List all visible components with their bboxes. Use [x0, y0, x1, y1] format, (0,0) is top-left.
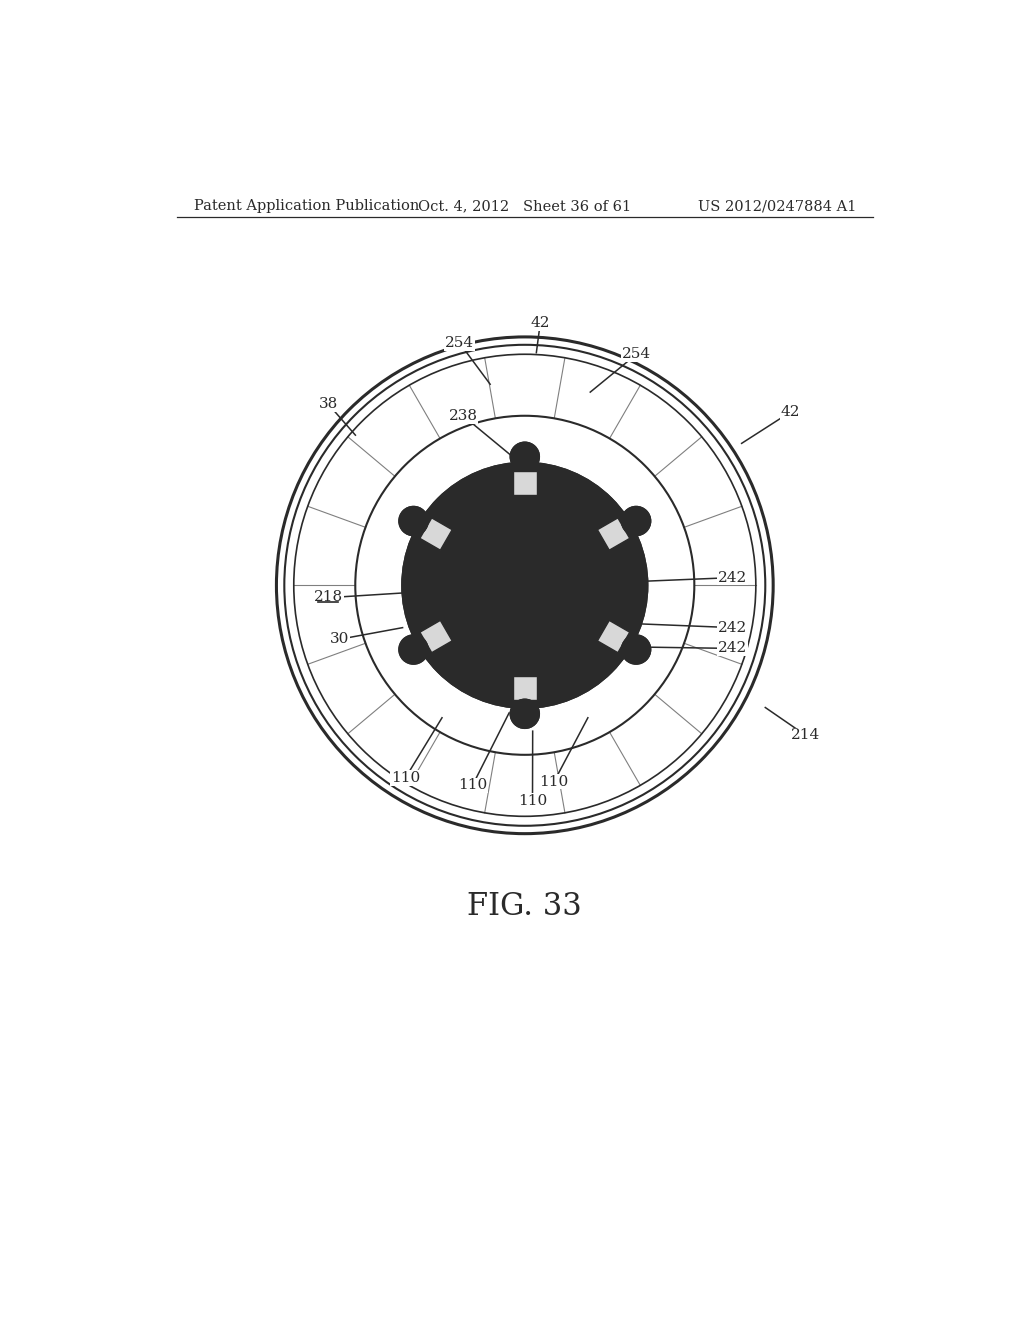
Polygon shape [513, 676, 537, 700]
Text: 110: 110 [458, 779, 487, 792]
Text: Oct. 4, 2012   Sheet 36 of 61: Oct. 4, 2012 Sheet 36 of 61 [418, 199, 632, 213]
Text: 42: 42 [780, 405, 800, 418]
Polygon shape [597, 517, 630, 550]
Text: 110: 110 [518, 793, 547, 808]
Circle shape [399, 635, 428, 664]
Circle shape [399, 507, 428, 535]
Text: 42: 42 [530, 317, 550, 330]
Text: 110: 110 [540, 775, 568, 788]
Circle shape [518, 450, 531, 463]
Text: 254: 254 [622, 347, 651, 362]
Text: Patent Application Publication: Patent Application Publication [194, 199, 419, 213]
Circle shape [485, 546, 564, 624]
Circle shape [629, 643, 643, 656]
Text: 30: 30 [331, 632, 349, 647]
Text: 238: 238 [449, 409, 478, 422]
Circle shape [518, 706, 531, 721]
Text: FIG. 33: FIG. 33 [467, 891, 583, 923]
Circle shape [402, 463, 647, 708]
Circle shape [434, 495, 615, 676]
Polygon shape [513, 471, 537, 495]
Text: US 2012/0247884 A1: US 2012/0247884 A1 [697, 199, 856, 213]
Text: 254: 254 [444, 335, 474, 350]
Polygon shape [420, 517, 453, 550]
Circle shape [511, 442, 539, 471]
Text: 218: 218 [314, 590, 343, 603]
Text: 110: 110 [391, 771, 420, 785]
Circle shape [407, 513, 421, 528]
Text: 242: 242 [718, 642, 748, 656]
Text: 214: 214 [792, 729, 820, 742]
Text: 38: 38 [318, 397, 338, 412]
Text: 242: 242 [718, 570, 748, 585]
Text: 242: 242 [718, 620, 748, 635]
Circle shape [622, 507, 650, 535]
Circle shape [511, 700, 539, 729]
Circle shape [407, 643, 421, 656]
Polygon shape [597, 620, 630, 652]
Polygon shape [420, 620, 453, 652]
Circle shape [622, 635, 650, 664]
Circle shape [629, 513, 643, 528]
